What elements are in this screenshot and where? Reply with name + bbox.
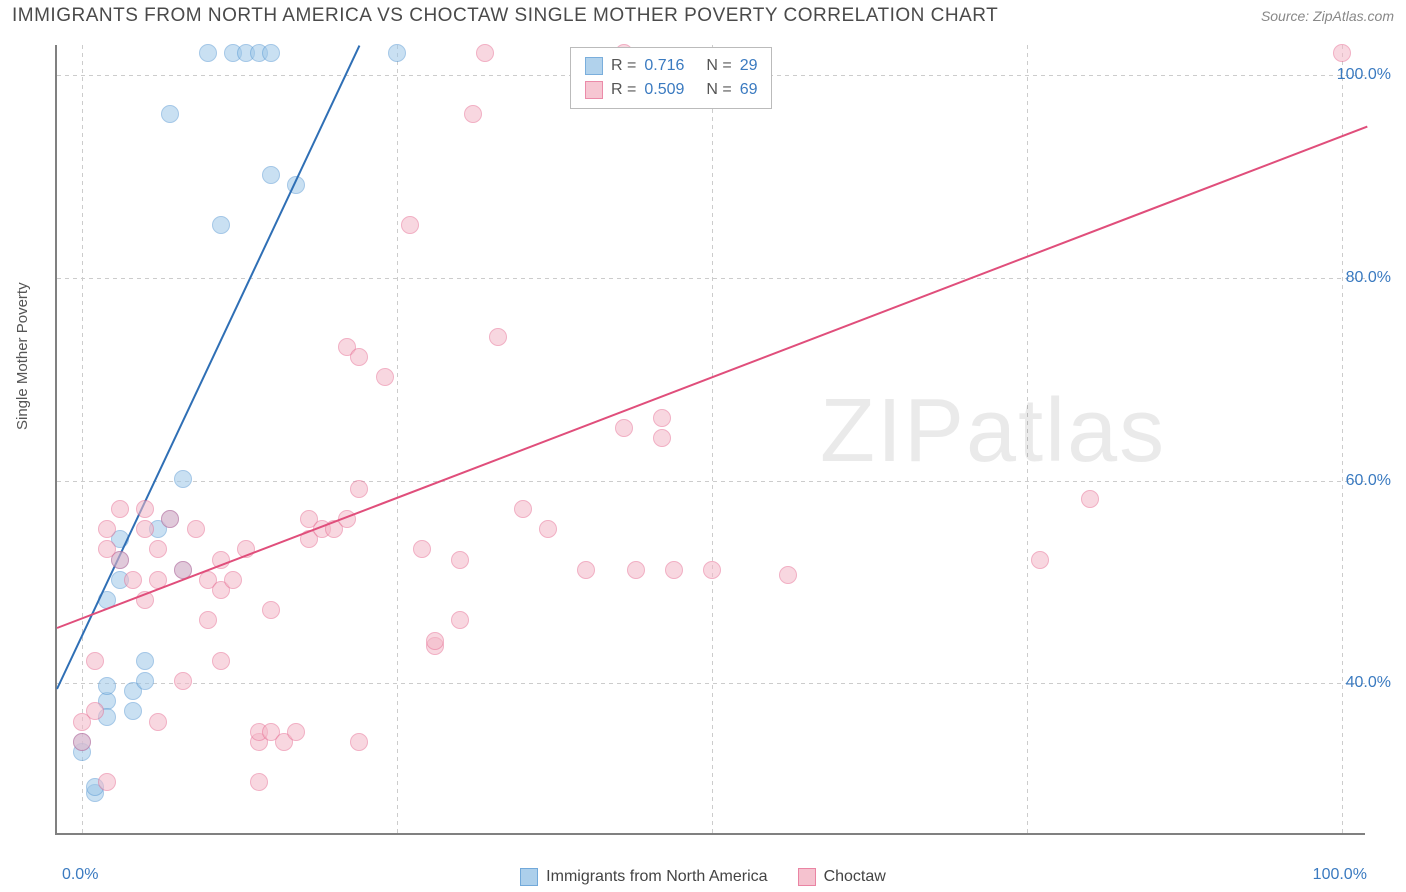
trend-line-immigrants [56,46,360,690]
y-tick-label: 100.0% [1337,66,1391,84]
scatter-point-choctaw [577,561,595,579]
scatter-point-choctaw [136,520,154,538]
scatter-point-choctaw [350,733,368,751]
y-axis-label: Single Mother Poverty [14,282,31,430]
scatter-point-choctaw [73,733,91,751]
legend-bottom-label: Choctaw [824,868,886,886]
scatter-point-choctaw [665,561,683,579]
gridline-vertical [1342,45,1343,833]
legend-r-value: 0.509 [644,78,698,102]
scatter-point-choctaw [149,713,167,731]
y-tick-label: 80.0% [1346,269,1391,287]
scatter-point-choctaw [250,773,268,791]
scatter-point-immigrants [98,677,116,695]
legend-n-label: N = [706,54,731,78]
legend-bottom-item: Choctaw [798,868,886,886]
gridline-vertical [397,45,398,833]
scatter-point-choctaw [187,520,205,538]
chart-title: IMMIGRANTS FROM NORTH AMERICA VS CHOCTAW… [12,5,998,27]
gridline-vertical [712,45,713,833]
legend-swatch [585,57,603,75]
scatter-point-choctaw [149,540,167,558]
x-tick-label: 100.0% [1313,866,1367,884]
scatter-point-choctaw [98,520,116,538]
scatter-point-immigrants [262,44,280,62]
scatter-point-choctaw [653,409,671,427]
y-tick-label: 60.0% [1346,472,1391,490]
scatter-point-choctaw [1081,490,1099,508]
scatter-point-choctaw [703,561,721,579]
scatter-point-choctaw [212,652,230,670]
scatter-point-choctaw [98,773,116,791]
legend-correlation: R = 0.716 N = 29 R = 0.509 N = 69 [570,47,772,109]
scatter-point-choctaw [653,429,671,447]
scatter-point-choctaw [627,561,645,579]
legend-n-label: N = [706,78,731,102]
scatter-point-choctaw [413,540,431,558]
scatter-point-choctaw [464,105,482,123]
scatter-point-immigrants [124,702,142,720]
legend-bottom: Immigrants from North America Choctaw [0,868,1406,886]
scatter-point-choctaw [376,368,394,386]
scatter-point-choctaw [476,44,494,62]
header: IMMIGRANTS FROM NORTH AMERICA VS CHOCTAW… [12,5,1394,27]
scatter-point-choctaw [136,500,154,518]
y-tick-label: 40.0% [1346,674,1391,692]
x-tick-label: 0.0% [62,866,98,884]
scatter-point-choctaw [224,571,242,589]
scatter-point-choctaw [514,500,532,518]
scatter-point-choctaw [779,566,797,584]
scatter-point-choctaw [539,520,557,538]
scatter-point-choctaw [262,601,280,619]
scatter-point-immigrants [136,652,154,670]
legend-n-value: 69 [740,78,758,102]
scatter-point-choctaw [111,500,129,518]
scatter-point-immigrants [161,105,179,123]
scatter-point-choctaw [174,672,192,690]
legend-row-immigrants: R = 0.716 N = 29 [585,54,757,78]
scatter-point-choctaw [86,652,104,670]
scatter-point-immigrants [174,470,192,488]
gridline-horizontal [57,481,1365,482]
scatter-point-choctaw [615,419,633,437]
legend-swatch [585,81,603,99]
plot-area [55,45,1365,835]
scatter-point-immigrants [262,166,280,184]
scatter-point-choctaw [451,611,469,629]
scatter-point-choctaw [161,510,179,528]
scatter-point-choctaw [489,328,507,346]
legend-r-label: R = [611,54,636,78]
scatter-point-choctaw [401,216,419,234]
scatter-point-choctaw [451,551,469,569]
scatter-point-choctaw [350,348,368,366]
legend-bottom-label: Immigrants from North America [546,868,767,886]
scatter-point-choctaw [111,551,129,569]
legend-swatch [520,868,538,886]
scatter-point-choctaw [1031,551,1049,569]
scatter-point-choctaw [350,480,368,498]
gridline-horizontal [57,683,1365,684]
scatter-point-immigrants [199,44,217,62]
legend-r-value: 0.716 [644,54,698,78]
scatter-point-immigrants [388,44,406,62]
legend-n-value: 29 [740,54,758,78]
legend-swatch [798,868,816,886]
scatter-point-choctaw [287,723,305,741]
legend-row-choctaw: R = 0.509 N = 69 [585,78,757,102]
gridline-vertical [1027,45,1028,833]
scatter-point-immigrants [212,216,230,234]
scatter-point-choctaw [199,611,217,629]
scatter-point-choctaw [1333,44,1351,62]
scatter-point-choctaw [86,702,104,720]
legend-bottom-item: Immigrants from North America [520,868,767,886]
scatter-point-choctaw [426,632,444,650]
source-attribution: Source: ZipAtlas.com [1261,8,1394,24]
gridline-horizontal [57,278,1365,279]
scatter-point-immigrants [136,672,154,690]
scatter-point-choctaw [124,571,142,589]
legend-r-label: R = [611,78,636,102]
